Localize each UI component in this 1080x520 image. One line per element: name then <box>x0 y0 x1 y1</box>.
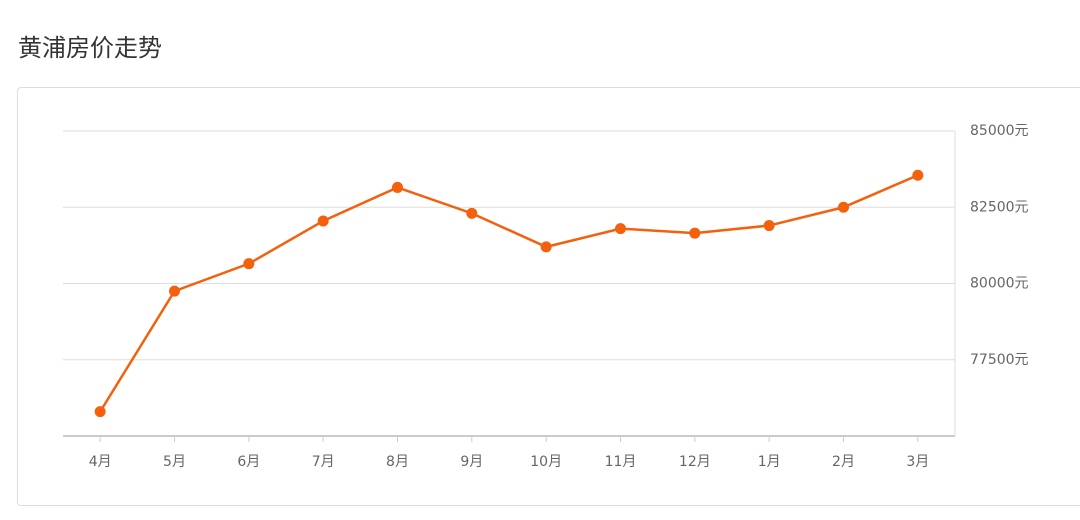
point <box>317 215 329 227</box>
point <box>838 201 849 213</box>
point <box>615 223 626 235</box>
x-tick-label: 5月 <box>163 454 186 470</box>
point <box>392 181 403 193</box>
x-tick-label: 10月 <box>530 454 562 470</box>
x-tick-label: 6月 <box>237 454 260 470</box>
point <box>912 169 924 181</box>
point <box>466 207 478 219</box>
y-tick-label: 80000元 <box>970 276 1029 292</box>
point <box>540 241 552 253</box>
x-tick-label: 9月 <box>460 454 483 470</box>
chart-title: 黄浦房价走势 <box>18 34 162 62</box>
x-tick-label: 3月 <box>906 454 929 470</box>
x-tick-label: 7月 <box>312 454 335 470</box>
point <box>169 285 180 297</box>
y-tick-label: 82500元 <box>970 199 1029 215</box>
point <box>763 220 775 232</box>
chart-card <box>17 87 1080 506</box>
y-tick-label: 85000元 <box>970 123 1029 139</box>
y-tick-label: 77500元 <box>970 352 1029 368</box>
point <box>689 227 701 239</box>
line <box>99 174 919 413</box>
point <box>243 258 255 270</box>
x-tick-label: 8月 <box>386 454 409 470</box>
point <box>94 406 106 418</box>
x-tick-label: 1月 <box>758 454 781 470</box>
x-tick-label: 4月 <box>89 454 112 470</box>
x-tick-label: 2月 <box>832 454 855 470</box>
x-tick-label: 11月 <box>605 454 637 470</box>
x-tick-label: 12月 <box>679 454 711 470</box>
